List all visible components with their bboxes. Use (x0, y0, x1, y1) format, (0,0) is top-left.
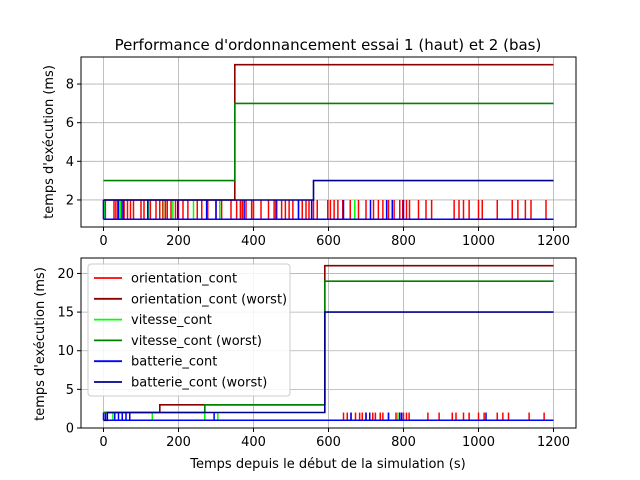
top-x-tick-label: 600 (316, 234, 341, 249)
top-y-axis-label: temps d'exécution (ms) (42, 65, 57, 219)
bottom-x-tick-label: 0 (99, 435, 107, 450)
batterie-cont-worst-series (103, 179, 554, 201)
bottom-y-tick-label: 15 (57, 306, 74, 321)
top-x-tick-label: 200 (166, 234, 191, 249)
top-x-tick-label: 0 (99, 234, 107, 249)
bottom-x-tick-label: 1000 (462, 435, 495, 450)
top-y-tick-label: 8 (66, 78, 74, 93)
legend-label-orientation-cont: orientation_cont (131, 272, 237, 287)
batterie-cont-worst-series (103, 311, 554, 422)
figure-title: Performance d'ordonnancement essai 1 (ha… (115, 36, 542, 54)
legend-label-orientation-cont-worst: orientation_cont (worst) (131, 292, 287, 307)
bottom-y-tick-label: 20 (57, 267, 74, 282)
legend-label-batterie-cont: batterie_cont (131, 355, 217, 370)
bottom-x-tick-label: 400 (241, 435, 266, 450)
top-subplot: temps d'exécution (ms) 0 200 400 600 800 1000… (42, 56, 577, 249)
top-x-tick-label: 800 (391, 234, 416, 249)
vitesse-cont-worst-series (103, 102, 554, 182)
bottom-y-tick-label: 0 (66, 422, 74, 437)
bottom-subplot: temps d'exécution (ms) Temps depuis le d… (33, 257, 577, 472)
bottom-x-tick-label: 600 (316, 435, 341, 450)
legend-label-vitesse-cont-worst: vitesse_cont (worst) (131, 334, 262, 349)
top-y-tick-label: 2 (66, 193, 74, 208)
top-x-tick-label: 400 (241, 234, 266, 249)
bottom-x-tick-label: 200 (166, 435, 191, 450)
bottom-y-tick-label: 10 (57, 344, 74, 359)
top-y-tick-label: 4 (66, 155, 74, 170)
top-x-tick-label: 1000 (462, 234, 495, 249)
bottom-x-tick-label: 1200 (537, 435, 570, 450)
legend-box (87, 263, 291, 397)
bottom-x-tick-label: 800 (391, 435, 416, 450)
bottom-y-axis-label: temps d'exécution (ms) (33, 267, 48, 421)
top-x-tick-label: 1200 (537, 234, 570, 249)
legend-label-batterie-cont-worst: batterie_cont (worst) (131, 376, 267, 391)
x-axis-label: Temps depuis le début de la simulation (… (189, 457, 465, 472)
bottom-y-tick-label: 5 (66, 383, 74, 398)
top-y-tick-label: 6 (66, 116, 74, 131)
legend-label-vitesse-cont: vitesse_cont (131, 313, 212, 328)
